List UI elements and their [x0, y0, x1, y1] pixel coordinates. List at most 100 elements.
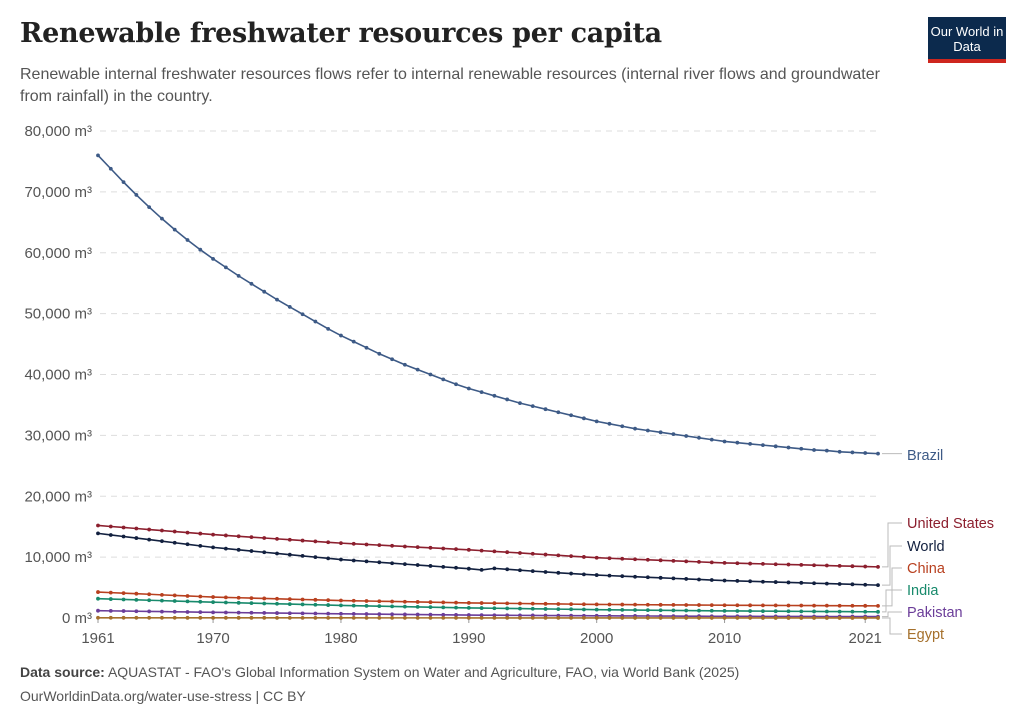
label-pakistan: Pakistan	[907, 605, 963, 621]
point-united-states	[748, 561, 753, 566]
chart-title: Renewable freshwater resources per capit…	[20, 18, 662, 49]
source-label: Data source:	[20, 664, 105, 680]
point-united-states	[709, 560, 714, 565]
point-united-states	[160, 528, 164, 533]
point-brazil	[709, 437, 714, 442]
point-world	[837, 582, 842, 586]
point-united-states	[697, 559, 701, 564]
point-egypt	[236, 615, 241, 620]
point-world	[530, 569, 535, 574]
point-india	[262, 601, 267, 606]
point-egypt	[505, 615, 510, 620]
point-brazil	[339, 333, 343, 338]
point-china	[479, 601, 484, 605]
point-brazil	[607, 421, 612, 426]
y-tick-label: 60,000 m³	[24, 245, 92, 262]
point-egypt	[275, 615, 279, 620]
point-world	[633, 574, 637, 579]
point-india	[684, 608, 689, 613]
point-india	[313, 602, 318, 607]
point-china	[287, 597, 292, 602]
point-china	[390, 599, 394, 604]
point-brazil	[147, 205, 152, 209]
point-world	[147, 537, 152, 542]
y-tick-label: 20,000 m³	[24, 488, 92, 505]
point-egypt	[262, 615, 267, 620]
point-egypt	[645, 616, 650, 620]
point-egypt	[518, 616, 522, 620]
y-tick-label: 0 m³	[62, 610, 92, 627]
point-united-states	[722, 561, 727, 565]
point-world	[377, 560, 382, 565]
point-world	[505, 567, 510, 572]
point-united-states	[377, 543, 382, 548]
series-china	[96, 590, 880, 608]
owid-logo[interactable]: Our World in Data	[928, 17, 1006, 63]
point-pakistan	[415, 612, 420, 617]
point-india	[134, 597, 139, 602]
point-china	[326, 598, 331, 603]
point-egypt	[607, 616, 612, 620]
point-india	[620, 608, 625, 612]
point-india	[428, 605, 433, 610]
point-pakistan	[390, 612, 394, 617]
url-license[interactable]: OurWorldinData.org/water-use-stress | CC…	[20, 688, 306, 704]
point-egypt	[863, 616, 868, 620]
series-labels: Brazil United States World China India Pakist…	[882, 448, 994, 643]
point-brazil	[620, 424, 625, 429]
point-united-states	[108, 524, 113, 529]
point-united-states	[824, 563, 829, 568]
x-tick-label: 2021	[849, 630, 882, 647]
point-world	[773, 580, 778, 584]
point-egypt	[96, 615, 100, 620]
point-pakistan	[223, 610, 228, 615]
point-india	[492, 606, 497, 611]
point-india	[607, 607, 612, 612]
line-world	[97, 532, 879, 586]
point-india	[761, 609, 765, 614]
point-china	[748, 603, 753, 608]
point-pakistan	[121, 609, 126, 613]
point-pakistan	[351, 612, 356, 616]
point-brazil	[96, 153, 100, 158]
point-brazil	[185, 238, 190, 242]
point-china	[211, 595, 215, 599]
point-egypt	[134, 615, 139, 620]
point-brazil	[812, 448, 816, 452]
y-tick-label: 80,000 m³	[24, 123, 92, 140]
point-china	[671, 602, 676, 607]
chart-subtitle: Renewable internal freshwater resources …	[20, 66, 880, 105]
point-world	[645, 575, 650, 580]
point-egypt	[121, 615, 126, 620]
point-egypt	[300, 615, 305, 620]
point-world	[454, 565, 458, 570]
point-world	[466, 566, 471, 571]
point-brazil	[454, 382, 458, 387]
point-pakistan	[108, 608, 113, 613]
point-china	[402, 599, 407, 604]
point-india	[671, 608, 676, 613]
point-united-states	[479, 548, 484, 553]
point-pakistan	[441, 612, 446, 617]
point-united-states	[863, 564, 868, 569]
point-egypt	[735, 616, 740, 620]
point-world	[582, 572, 586, 577]
point-united-states	[236, 534, 241, 539]
point-india	[211, 600, 215, 605]
point-world	[479, 568, 484, 572]
point-brazil	[275, 297, 279, 302]
x-tick-label: 1990	[452, 630, 485, 647]
point-china	[837, 603, 842, 608]
point-united-states	[556, 553, 561, 558]
point-egypt	[569, 616, 574, 620]
point-egypt	[530, 616, 535, 620]
point-brazil	[658, 430, 663, 435]
point-india	[415, 604, 420, 609]
point-world	[415, 563, 420, 567]
point-world	[339, 557, 343, 562]
point-china	[582, 602, 586, 607]
series-lines	[96, 153, 880, 620]
point-brazil	[761, 443, 765, 448]
point-united-states	[594, 555, 599, 560]
point-egypt	[582, 616, 586, 620]
